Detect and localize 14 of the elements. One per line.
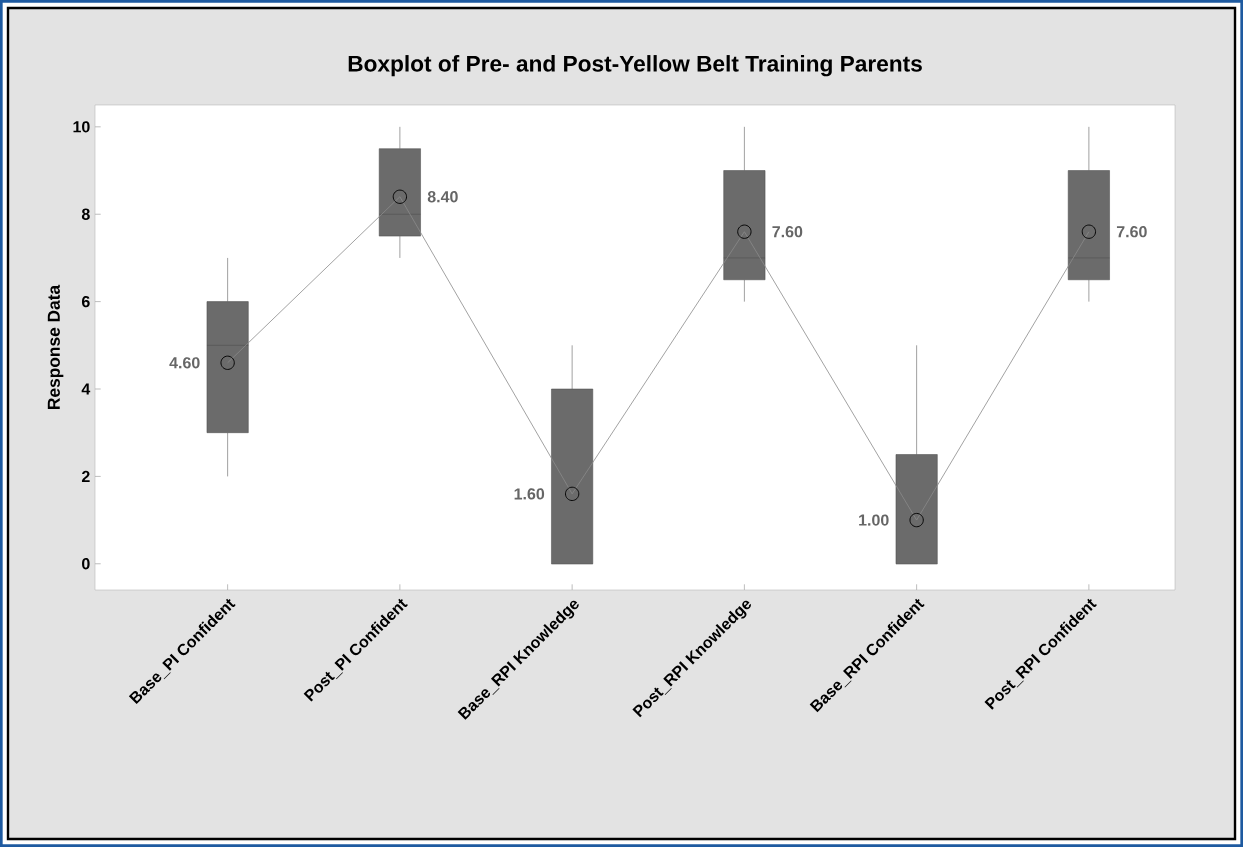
y-tick-label: 2 <box>81 470 90 482</box>
chart-title: Boxplot of Pre- and Post-Yellow Belt Training Parents <box>348 55 922 77</box>
data-label: 7.60 <box>1116 226 1147 238</box>
y-axis-title: Response Data <box>47 284 64 409</box>
data-label: 7.60 <box>772 226 803 238</box>
y-tick-label: 0 <box>82 558 90 570</box>
y-tick-label: 10 <box>73 121 90 133</box>
data-label: 1.00 <box>859 514 889 526</box>
data-label: 4.60 <box>169 357 200 369</box>
y-tick-label: 6 <box>81 295 90 308</box>
data-label: 1.60 <box>514 488 545 500</box>
y-tick-label: 4 <box>81 383 91 395</box>
data-label: 8.40 <box>427 191 458 203</box>
y-tick-label: 8 <box>81 208 90 220</box>
